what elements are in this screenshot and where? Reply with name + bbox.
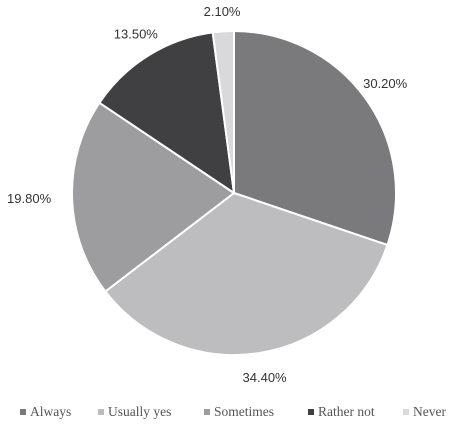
- legend-swatch-usually-yes: [98, 409, 104, 415]
- legend-item-always: Always: [20, 404, 71, 419]
- pie-slice-always: [233, 29, 397, 247]
- pie-slices: [71, 29, 397, 356]
- legend-label-always: Always: [30, 404, 71, 419]
- legend-label-sometimes: Sometimes: [214, 404, 274, 419]
- legend-label-usually-yes: Usually yes: [108, 404, 171, 419]
- legend-item-rather-not: Rather not: [308, 404, 375, 419]
- data-label-sometimes: 19.80%: [7, 191, 52, 206]
- chart-legend: Always Usually yes Sometimes Rather not Neve…: [20, 404, 446, 419]
- pie-slice-rather-not: [98, 31, 236, 196]
- data-label-never: 2.10%: [204, 4, 241, 19]
- data-label-usually-yes: 34.40%: [243, 370, 288, 385]
- data-label-always: 30.20%: [363, 76, 408, 91]
- pie-slice-sometimes: [71, 101, 236, 293]
- pie-data-labels: 30.20% 34.40% 19.80% 13.50% 2.10%: [7, 4, 408, 385]
- legend-item-never: Never: [403, 404, 446, 419]
- legend-label-rather-not: Rather not: [318, 404, 375, 419]
- pie-slice-usually-yes: [103, 191, 389, 356]
- pie-slice-never: [211, 29, 235, 194]
- legend-swatch-sometimes: [204, 409, 210, 415]
- legend-swatch-never: [403, 409, 409, 415]
- legend-swatch-rather-not: [308, 409, 314, 415]
- data-label-rather-not: 13.50%: [114, 26, 159, 41]
- legend-swatch-always: [20, 409, 26, 415]
- legend-item-sometimes: Sometimes: [204, 404, 274, 419]
- legend-label-never: Never: [413, 404, 446, 419]
- legend-item-usually-yes: Usually yes: [98, 404, 171, 419]
